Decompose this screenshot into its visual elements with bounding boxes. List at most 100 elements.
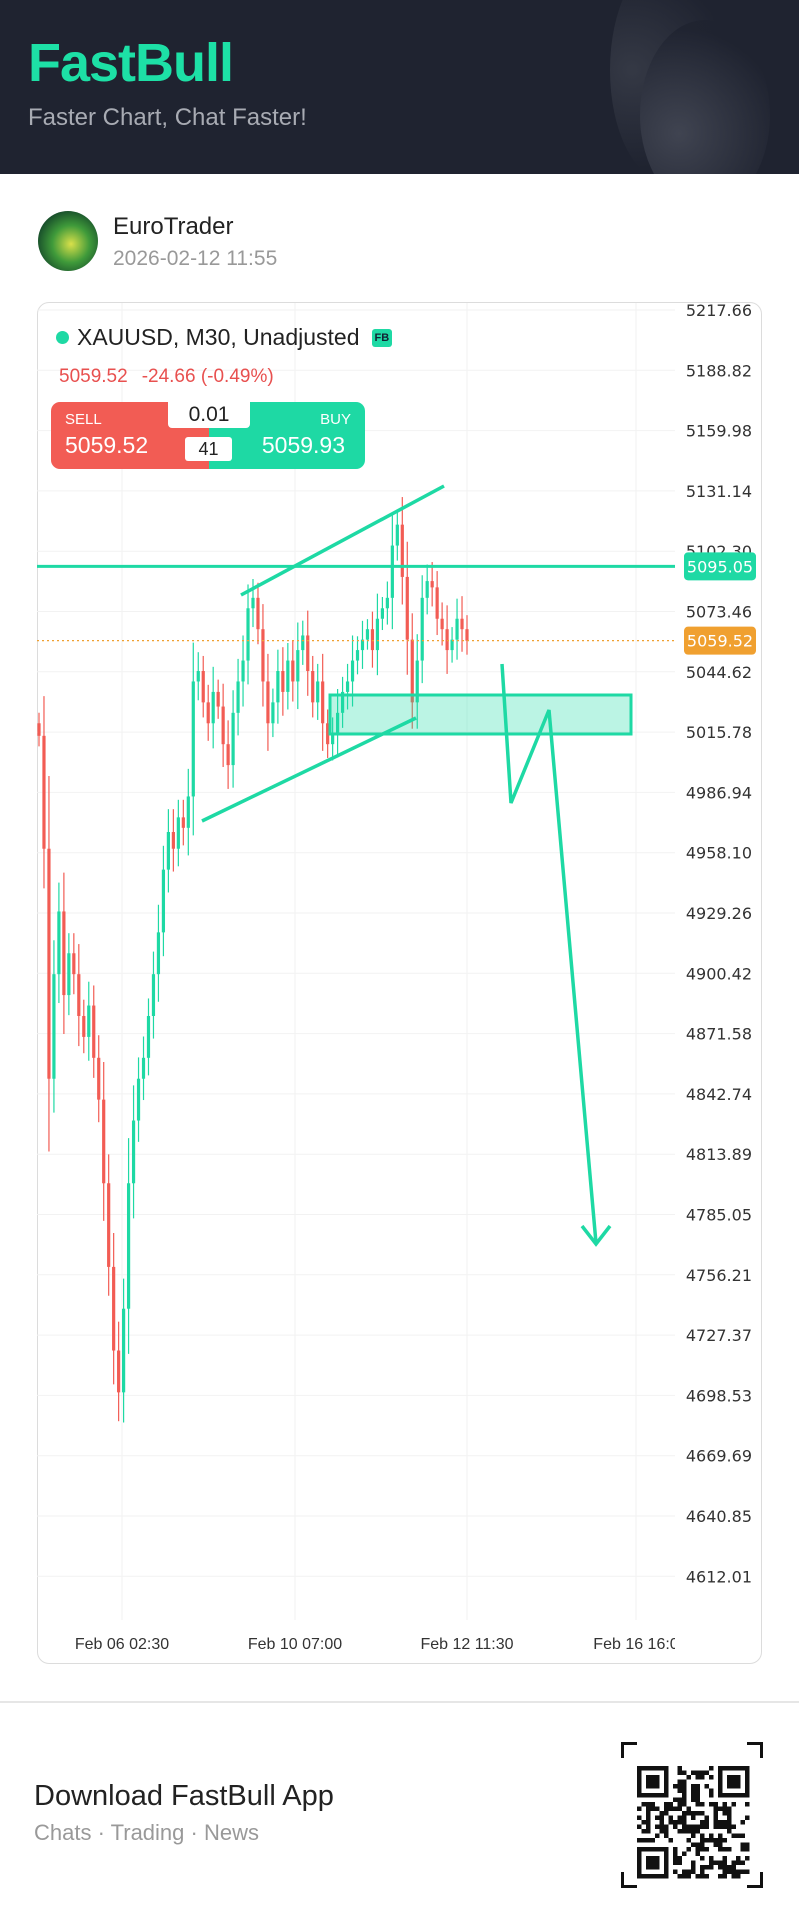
qr-module — [713, 1838, 718, 1843]
qr-module — [659, 1815, 664, 1820]
qr-module — [718, 1820, 723, 1825]
qr-module — [673, 1806, 678, 1811]
qr-corner — [760, 1872, 763, 1888]
price-tick-label: 4640.85 — [686, 1507, 752, 1526]
qr-module — [673, 1860, 678, 1865]
qr-module — [731, 1802, 736, 1807]
qr-module — [646, 1824, 651, 1829]
candle-body — [62, 911, 66, 996]
candle-body — [311, 671, 315, 703]
avatar[interactable] — [38, 211, 98, 271]
candle-body — [350, 660, 355, 682]
candle-body — [82, 1015, 86, 1037]
candle-body — [206, 702, 210, 724]
candle-body — [196, 671, 200, 682]
qr-module — [740, 1820, 745, 1825]
qr-module — [727, 1806, 732, 1811]
price-tick-label: 4612.01 — [686, 1567, 752, 1586]
price-tick-label: 5159.98 — [686, 422, 752, 441]
lot-size-input[interactable]: 0.01 — [168, 402, 250, 428]
qr-module — [713, 1820, 718, 1825]
qr-module — [713, 1802, 718, 1807]
candle-body — [301, 635, 305, 651]
price-tick-label: 5131.14 — [686, 482, 752, 501]
qr-module — [682, 1851, 687, 1856]
qr-module — [664, 1806, 669, 1811]
qr-module — [677, 1779, 682, 1784]
qr-module — [682, 1793, 687, 1798]
price-tick-label: 4986.94 — [686, 783, 752, 802]
candle-body — [395, 524, 399, 546]
qr-module — [659, 1829, 664, 1834]
qr-module — [646, 1802, 651, 1807]
qr-module — [650, 1806, 655, 1811]
qr-module — [682, 1829, 687, 1834]
candle-body — [97, 1057, 101, 1100]
qr-module — [727, 1865, 732, 1870]
time-tick-label: Feb 12 11:30 — [420, 1636, 513, 1653]
qr-module — [731, 1833, 736, 1838]
qr-module — [673, 1869, 678, 1874]
candle-body — [166, 832, 170, 870]
qr-module — [682, 1797, 687, 1802]
qr-module — [682, 1784, 687, 1789]
qr-module — [637, 1824, 642, 1829]
author-name[interactable]: EuroTrader — [113, 213, 234, 240]
candle-body — [57, 911, 61, 975]
post-timestamp: 2026-02-12 11:55 — [113, 247, 278, 270]
qr-code[interactable] — [619, 1740, 765, 1890]
qr-module — [736, 1856, 741, 1861]
qr-module — [718, 1824, 723, 1829]
qr-module — [668, 1802, 673, 1807]
qr-module — [641, 1829, 646, 1834]
qr-module — [691, 1829, 696, 1834]
qr-module — [713, 1824, 718, 1829]
candle-body — [171, 832, 175, 849]
qr-module — [677, 1797, 682, 1802]
qr-module — [655, 1806, 660, 1811]
qr-module — [700, 1802, 705, 1807]
price-tick-label: 5044.62 — [686, 663, 752, 682]
divider — [0, 1701, 799, 1703]
qr-module — [677, 1815, 682, 1820]
price-tick-label: 4698.53 — [686, 1386, 752, 1405]
qr-module — [695, 1788, 700, 1793]
candle-body — [271, 702, 275, 724]
qr-module — [695, 1770, 700, 1775]
download-title[interactable]: Download FastBull App — [34, 1780, 334, 1812]
candle-body — [430, 581, 434, 588]
qr-module — [722, 1838, 727, 1843]
qr-module — [641, 1802, 646, 1807]
qr-module — [709, 1802, 714, 1807]
qr-module — [659, 1811, 664, 1816]
qr-module — [682, 1788, 687, 1793]
qr-module — [691, 1824, 696, 1829]
candle-body — [465, 629, 469, 641]
qr-module — [641, 1820, 646, 1825]
candle-body — [375, 618, 380, 651]
qr-module — [740, 1869, 745, 1874]
candle-body — [370, 629, 375, 651]
price-tick-label: 4785.05 — [686, 1206, 752, 1225]
qr-module — [668, 1838, 673, 1843]
candle-body — [306, 635, 310, 672]
qr-module — [722, 1820, 727, 1825]
last-price-label: 5059.52 — [687, 632, 753, 651]
candle-body — [415, 660, 419, 703]
candle-body — [380, 608, 384, 619]
qr-module — [695, 1851, 700, 1856]
qr-module — [704, 1820, 709, 1825]
candle-body — [52, 974, 56, 1079]
qr-module — [713, 1842, 718, 1847]
qr-module — [686, 1869, 691, 1874]
qr-module — [727, 1824, 732, 1829]
qr-module — [740, 1847, 745, 1852]
qr-module — [691, 1784, 696, 1789]
qr-module — [664, 1811, 669, 1816]
qr-module — [691, 1793, 696, 1798]
chart-legend: XAUUSD, M30, Unadjusted FB — [56, 324, 393, 351]
qr-module — [704, 1784, 709, 1789]
candle-body — [156, 932, 161, 975]
qr-module — [659, 1820, 664, 1825]
